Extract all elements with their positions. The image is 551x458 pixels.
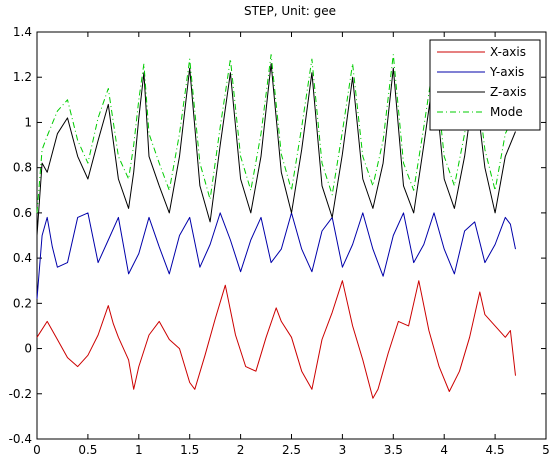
x-axis: 0 0.5 1 1.5 2 2.5 3 3.5 4 4.5 5 bbox=[33, 32, 550, 457]
x-tick-label: 1 bbox=[135, 443, 143, 457]
chart-title: STEP, Unit: gee bbox=[244, 4, 336, 18]
x-tick-label: 4 bbox=[440, 443, 448, 457]
legend-label: X-axis bbox=[490, 45, 526, 59]
legend-box bbox=[429, 39, 541, 131]
x-tick-label: 2 bbox=[237, 443, 245, 457]
y-tick-label: -0.4 bbox=[9, 432, 32, 446]
y-axis: -0.4 -0.2 0 0.2 0.4 0.6 0.8 1 1.2 1.4 bbox=[9, 25, 546, 446]
series-line-y-axis bbox=[36, 212, 516, 299]
y-tick-label: 0.2 bbox=[13, 296, 32, 310]
series-line-mode bbox=[36, 54, 516, 213]
x-tick-label: 0.5 bbox=[78, 443, 97, 457]
x-tick-label: 1.5 bbox=[180, 443, 199, 457]
series-layer bbox=[36, 54, 516, 399]
x-tick-label: 2.5 bbox=[282, 443, 301, 457]
y-tick-label: 0.6 bbox=[13, 206, 32, 220]
y-tick-label: 1 bbox=[24, 115, 32, 129]
legend-label: Mode bbox=[490, 105, 523, 119]
y-tick-label: 1.2 bbox=[13, 70, 32, 84]
x-tick-label: 3.5 bbox=[384, 443, 403, 457]
legend: X-axis Y-axis Z-axis Mode bbox=[429, 39, 541, 131]
y-tick-label: 0.4 bbox=[13, 251, 32, 265]
x-tick-label: 3 bbox=[339, 443, 347, 457]
y-tick-label: 0.8 bbox=[13, 161, 32, 175]
legend-label: Z-axis bbox=[490, 85, 526, 99]
legend-label: Y-axis bbox=[489, 65, 524, 79]
series-line-x-axis bbox=[36, 280, 516, 399]
y-tick-label: 0 bbox=[24, 342, 32, 356]
x-tick-label: 0 bbox=[33, 443, 41, 457]
y-tick-label: 1.4 bbox=[13, 25, 32, 39]
y-tick-label: -0.2 bbox=[9, 387, 32, 401]
x-tick-label: 5 bbox=[542, 443, 550, 457]
x-tick-label: 4.5 bbox=[486, 443, 505, 457]
